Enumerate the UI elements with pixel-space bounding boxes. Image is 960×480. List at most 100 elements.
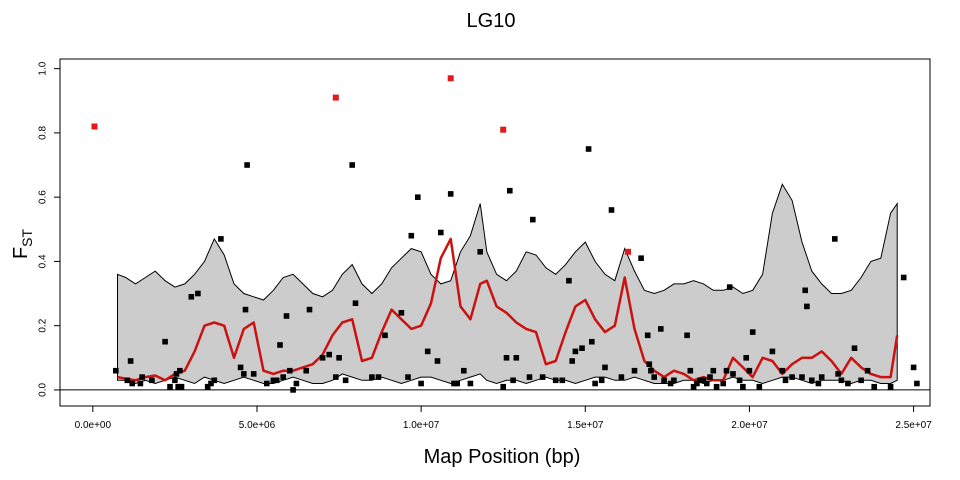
data-point	[598, 377, 605, 384]
data-point	[349, 162, 355, 168]
y-tick-label: 1.0	[38, 61, 49, 75]
data-point	[769, 348, 776, 355]
data-point	[638, 255, 644, 261]
data-point	[149, 377, 155, 384]
y-tick-label: 0.4	[38, 254, 49, 268]
y-tick-label: 0.6	[38, 190, 49, 204]
data-point	[467, 380, 474, 387]
data-point	[237, 364, 244, 371]
data-point	[579, 345, 585, 351]
data-point	[451, 380, 457, 387]
data-point	[270, 377, 277, 384]
data-point	[914, 380, 920, 387]
data-point	[326, 351, 332, 358]
data-point	[631, 367, 638, 374]
data-point	[858, 377, 864, 384]
data-point	[167, 383, 173, 390]
data-point	[352, 300, 359, 306]
data-point	[306, 306, 313, 313]
data-point	[723, 367, 730, 374]
y-axis-title-subscript: ST	[19, 228, 35, 246]
y-tick-label: 0.0	[38, 383, 49, 397]
data-point	[438, 229, 444, 236]
data-point	[658, 326, 664, 332]
data-point	[277, 342, 283, 348]
data-point	[832, 236, 838, 242]
data-point	[799, 374, 805, 380]
data-point	[447, 191, 454, 197]
data-point	[283, 313, 290, 319]
data-point	[871, 383, 877, 390]
data-point	[694, 380, 700, 387]
data-point	[700, 377, 707, 384]
data-point	[710, 367, 717, 374]
x-tick-label: 1.5e+07	[567, 420, 604, 431]
data-point	[319, 355, 326, 361]
chart-title: LG10	[467, 10, 516, 32]
y-tick-label: 0.2	[38, 318, 49, 332]
data-point	[461, 367, 467, 374]
data-point	[408, 232, 415, 239]
data-point	[242, 306, 249, 313]
data-point	[690, 383, 697, 390]
data-point	[559, 377, 566, 384]
data-point	[369, 374, 375, 380]
data-point	[204, 383, 211, 390]
data-point	[382, 332, 388, 339]
data-point	[333, 374, 339, 380]
envelope-area	[117, 183, 898, 385]
data-point	[818, 374, 825, 380]
data-point	[244, 162, 250, 168]
data-point	[572, 348, 579, 355]
data-point	[667, 380, 674, 387]
data-point	[415, 194, 421, 200]
data-point	[713, 383, 720, 390]
data-point	[887, 383, 894, 390]
data-point	[815, 380, 822, 387]
data-point	[566, 277, 572, 284]
data-point	[746, 367, 753, 374]
data-point	[218, 236, 224, 242]
data-point	[697, 377, 703, 384]
data-point	[137, 380, 144, 387]
data-point	[845, 380, 851, 387]
data-point	[172, 377, 178, 384]
data-point	[589, 338, 595, 345]
data-point	[175, 383, 181, 390]
plot-area	[60, 75, 930, 393]
outlier-data-point	[625, 248, 631, 255]
x-tick-label: 2.5e+07	[895, 420, 932, 431]
data-point	[241, 371, 247, 377]
data-point	[646, 361, 653, 367]
x-axis-title: Map Position (bp)	[424, 446, 581, 468]
data-point	[405, 374, 411, 380]
x-tick-label: 5.0e+06	[239, 420, 276, 431]
data-point	[726, 284, 733, 290]
outlier-data-point	[332, 94, 339, 101]
data-point	[671, 377, 677, 384]
data-point	[342, 377, 349, 384]
data-point	[290, 387, 296, 393]
outlier-points	[91, 75, 631, 255]
data-point	[720, 380, 726, 387]
data-point	[789, 374, 795, 380]
data-point	[809, 377, 815, 384]
y-axis-title-main: F	[10, 247, 32, 259]
data-point	[287, 367, 293, 374]
data-point	[503, 355, 510, 361]
data-point	[264, 380, 270, 387]
data-point	[802, 287, 808, 294]
data-point	[250, 371, 257, 377]
data-point	[736, 377, 743, 384]
data-point	[280, 374, 286, 380]
data-point	[648, 367, 654, 374]
data-point	[177, 367, 183, 374]
data-point	[173, 371, 180, 377]
mean-fst-line	[117, 237, 899, 382]
data-point	[539, 374, 546, 380]
snp-points	[113, 146, 920, 393]
data-point	[592, 380, 598, 387]
data-point	[608, 207, 615, 213]
data-point	[162, 338, 168, 345]
